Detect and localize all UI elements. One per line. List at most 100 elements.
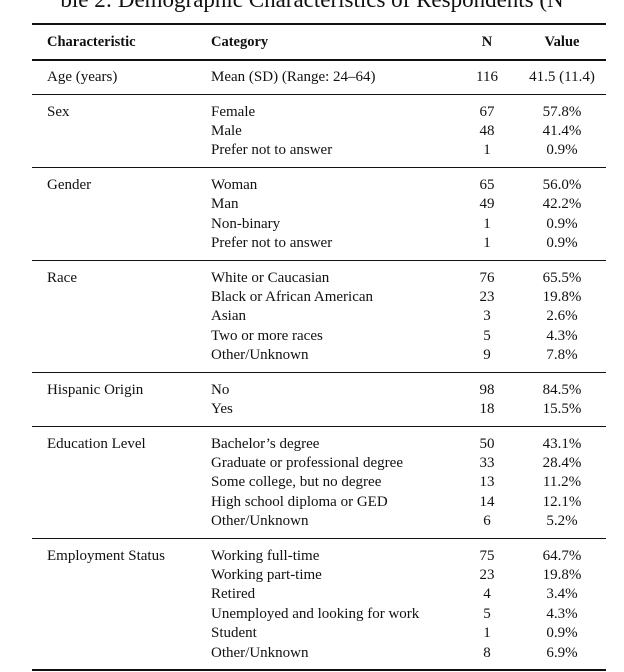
n: 98 bbox=[479, 381, 495, 398]
category: Graduate or professional degree bbox=[211, 454, 403, 471]
value: 84.5% bbox=[542, 381, 582, 398]
n: 1 bbox=[483, 215, 491, 232]
value: 28.4% bbox=[542, 454, 582, 471]
value: 19.8% bbox=[542, 288, 582, 305]
n: 5 bbox=[483, 605, 491, 622]
characteristic: Gender bbox=[47, 176, 92, 193]
table-rule bbox=[32, 425, 606, 428]
n: 8 bbox=[483, 644, 491, 661]
n: 116 bbox=[476, 69, 498, 85]
value: 3.4% bbox=[546, 586, 578, 603]
value: 2.6% bbox=[546, 308, 578, 325]
n: 1 bbox=[483, 235, 491, 251]
n: 49 bbox=[479, 196, 495, 213]
value: 6.9% bbox=[546, 644, 578, 661]
table-rule bbox=[32, 23, 606, 25]
value: 56.0% bbox=[542, 176, 582, 193]
value: 0.9% bbox=[546, 625, 578, 642]
value: 19.8% bbox=[542, 567, 582, 583]
value: 5.2% bbox=[546, 513, 578, 530]
table-rule bbox=[32, 669, 606, 672]
value: 4.3% bbox=[546, 327, 578, 344]
category: Student bbox=[211, 625, 257, 642]
table-rule bbox=[32, 259, 606, 262]
characteristic: Race bbox=[47, 269, 77, 286]
column-header: Characteristic bbox=[47, 34, 136, 50]
category: Non-binary bbox=[211, 215, 281, 232]
n: 1 bbox=[483, 625, 491, 642]
value: 65.5% bbox=[542, 269, 582, 286]
column-header: N bbox=[481, 34, 493, 50]
value: 42.2% bbox=[542, 196, 582, 213]
value: 0.9% bbox=[546, 142, 578, 159]
category: Asian bbox=[211, 308, 246, 325]
category: Prefer not to answer bbox=[211, 235, 333, 251]
column-header: Value bbox=[544, 34, 580, 50]
value: 43.1% bbox=[542, 435, 582, 452]
value: 4.3% bbox=[546, 605, 578, 622]
category: Male bbox=[211, 122, 242, 139]
value: 41.5 (11.4) bbox=[529, 69, 595, 85]
value: 12.1% bbox=[542, 493, 582, 510]
n: 67 bbox=[479, 103, 495, 120]
caption: ble 2: Demographic Characteristics of Re… bbox=[0, 0, 624, 13]
category: White or Caucasian bbox=[211, 269, 330, 286]
table-rule bbox=[32, 538, 606, 540]
category: Bachelor’s degree bbox=[211, 435, 320, 452]
category: Retired bbox=[211, 586, 256, 603]
category: Some college, but no degree bbox=[211, 474, 382, 491]
value: 15.5% bbox=[542, 401, 582, 417]
category: Working part-time bbox=[211, 567, 322, 583]
category: Working full-time bbox=[211, 547, 320, 564]
n: 5 bbox=[483, 327, 491, 344]
category: Two or more races bbox=[211, 327, 323, 344]
n: 4 bbox=[483, 586, 491, 603]
category: Mean (SD) (Range: 24–64) bbox=[211, 69, 376, 85]
category: Man bbox=[211, 196, 239, 213]
column-header: Category bbox=[211, 34, 269, 50]
n: 14 bbox=[479, 493, 495, 510]
characteristic: Sex bbox=[47, 103, 70, 120]
value: 11.2% bbox=[542, 474, 582, 491]
category: Unemployed and looking for work bbox=[211, 605, 420, 622]
value: 57.8% bbox=[542, 103, 582, 120]
characteristic: Employment Status bbox=[47, 547, 165, 564]
n: 23 bbox=[479, 288, 495, 305]
n: 23 bbox=[479, 567, 495, 583]
n: 9 bbox=[483, 347, 491, 364]
n: 48 bbox=[479, 122, 495, 139]
category: Other/Unknown bbox=[211, 644, 309, 661]
n: 76 bbox=[479, 269, 495, 286]
n: 65 bbox=[479, 176, 495, 193]
category: Black or African American bbox=[211, 288, 374, 305]
category: No bbox=[211, 381, 230, 398]
table-rule bbox=[32, 59, 606, 61]
table-rule bbox=[32, 93, 606, 96]
n: 33 bbox=[479, 454, 495, 471]
n: 75 bbox=[479, 547, 495, 564]
category: Female bbox=[211, 103, 256, 120]
n: 13 bbox=[479, 474, 495, 491]
value: 0.9% bbox=[546, 215, 578, 232]
table-rule bbox=[32, 167, 606, 169]
category: Yes bbox=[211, 401, 233, 417]
characteristic: Hispanic Origin bbox=[47, 381, 144, 398]
n: 6 bbox=[483, 513, 491, 530]
characteristic: Education Level bbox=[47, 435, 146, 452]
value: 7.8% bbox=[546, 347, 578, 364]
category: Prefer not to answer bbox=[211, 142, 333, 159]
n: 1 bbox=[483, 142, 491, 159]
n: 18 bbox=[479, 401, 495, 417]
n: 3 bbox=[483, 308, 491, 325]
category: Other/Unknown bbox=[211, 513, 309, 530]
category: Other/Unknown bbox=[211, 347, 309, 364]
value: 0.9% bbox=[546, 235, 578, 251]
category: Woman bbox=[211, 176, 258, 193]
characteristic: Age (years) bbox=[47, 69, 118, 85]
table-rule bbox=[32, 372, 606, 374]
value: 64.7% bbox=[542, 547, 582, 564]
category: High school diploma or GED bbox=[211, 493, 388, 510]
value: 41.4% bbox=[542, 122, 582, 139]
n: 50 bbox=[479, 435, 495, 452]
